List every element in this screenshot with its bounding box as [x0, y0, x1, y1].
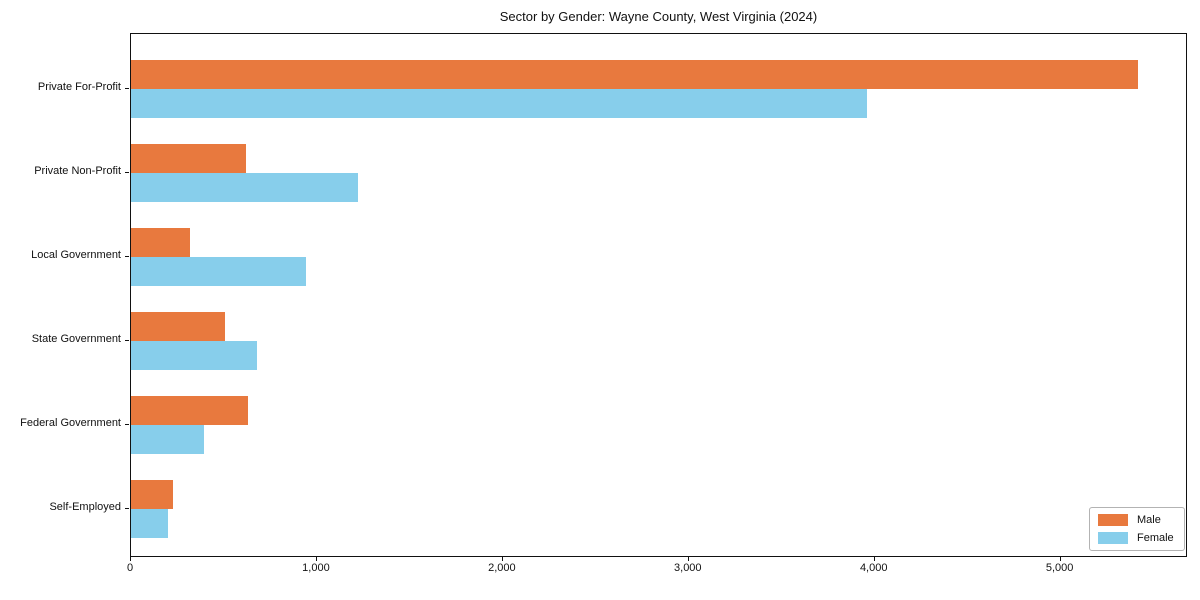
- x-tick-label-4000: 4,000: [859, 562, 888, 574]
- x-tick-label-5000: 5,000: [1045, 562, 1074, 574]
- chart-title: Sector by Gender: Wayne County, West Vir…: [499, 9, 818, 24]
- bar-female-local-government: [131, 257, 306, 286]
- y-tick-private-non-profit: [125, 172, 129, 174]
- bar-female-self-employed: [131, 509, 169, 538]
- x-tick-2000: [501, 557, 504, 561]
- y-tick-label-federal-government: Federal Government: [20, 417, 121, 429]
- x-tick-5000: [1059, 557, 1061, 561]
- y-tick-label-private-for-profit: Private For-Profit: [37, 81, 121, 93]
- x-tick-4000: [873, 557, 875, 561]
- legend-row-male: Male: [1098, 514, 1176, 526]
- bar-male-private-non-profit: [131, 144, 247, 173]
- x-tick-label-3000: 3,000: [674, 562, 702, 574]
- legend-label-female: Female: [1137, 532, 1174, 544]
- y-tick-label-state-government: State Government: [31, 333, 121, 345]
- bar-female-private-for-profit: [131, 89, 868, 118]
- bar-male-private-for-profit: [131, 60, 1138, 89]
- legend-label-male: Male: [1137, 514, 1161, 526]
- bar-male-local-government: [131, 228, 190, 257]
- legend-row-female: Female: [1098, 532, 1176, 544]
- bars-layer: [131, 34, 1186, 556]
- y-tick-state-government: [125, 340, 129, 342]
- bar-female-private-non-profit: [131, 173, 358, 202]
- y-tick-federal-government: [125, 424, 129, 426]
- x-tick-3000: [687, 557, 690, 561]
- y-tick-private-for-profit: [125, 88, 129, 90]
- bar-female-federal-government: [131, 425, 205, 454]
- x-tick-1000: [315, 557, 318, 561]
- bar-male-self-employed: [131, 480, 174, 509]
- legend-swatch-female: [1098, 532, 1128, 544]
- x-tick-0: [130, 557, 132, 561]
- x-tick-label-2000: 2,000: [488, 562, 516, 574]
- y-tick-local-government: [125, 256, 129, 258]
- y-tick-label-self-employed: Self-Employed: [49, 501, 121, 513]
- bar-female-state-government: [131, 341, 258, 370]
- y-tick-self-employed: [125, 508, 129, 510]
- plot-area: Male Female: [130, 33, 1187, 557]
- legend-swatch-male: [1098, 514, 1128, 526]
- x-tick-label-1000: 1,000: [302, 562, 330, 574]
- bar-male-federal-government: [131, 396, 249, 425]
- x-tick-label-0: 0: [126, 562, 134, 574]
- bar-male-state-government: [131, 312, 225, 341]
- y-tick-label-private-non-profit: Private Non-Profit: [34, 165, 121, 177]
- legend: Male Female: [1089, 507, 1185, 551]
- y-tick-label-local-government: Local Government: [31, 249, 121, 261]
